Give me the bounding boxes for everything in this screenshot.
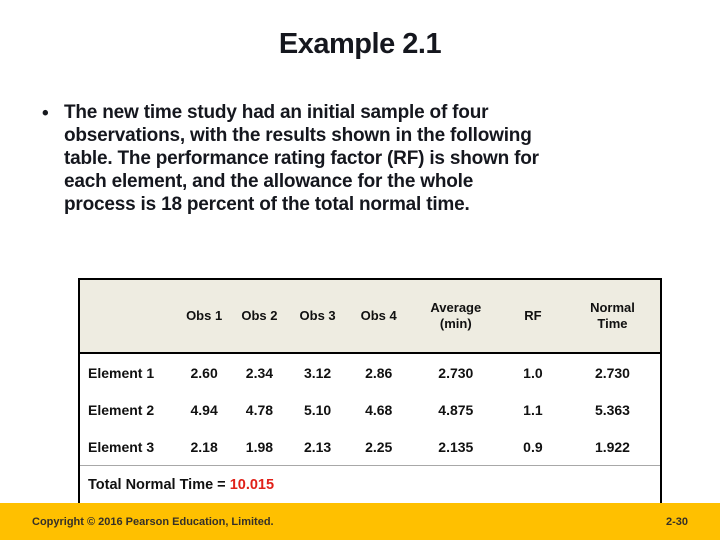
value-cell: 2.86 <box>365 364 393 381</box>
value-cell: 1.98 <box>245 438 274 455</box>
value-cell: 2.34 <box>245 364 274 381</box>
value-cell: 3.12 <box>303 364 332 381</box>
bullet-marker: • <box>42 103 49 124</box>
footer-bar: Copyright © 2016 Pearson Education, Limi… <box>0 503 720 540</box>
value-cell: 4.94 <box>190 401 218 418</box>
value-cell: 2.13 <box>303 438 332 455</box>
value-cell: 2.18 <box>190 438 218 455</box>
table-row-element-3: Element 3 2.18 1.98 2.13 2.25 2.135 0.9 … <box>79 428 661 466</box>
value-cell: 5.10 <box>303 401 332 418</box>
row-label: Element 2 <box>88 401 155 418</box>
paragraph-line: observations, with the results shown in … <box>64 125 532 146</box>
value-cell: 2.60 <box>190 364 218 381</box>
results-table: Obs 1 Obs 2 Obs 3 Obs 4 Average (min) RF… <box>78 278 662 506</box>
value-cell: 4.68 <box>365 401 393 418</box>
value-cell: 4.78 <box>245 401 274 418</box>
value-cell: 2.730 <box>594 364 630 381</box>
value-cell: 1.922 <box>594 438 630 455</box>
total-label: Total Normal Time = <box>88 477 230 493</box>
value-cell: 2.25 <box>365 438 393 455</box>
header-cell-obs1: Obs 1 <box>177 279 231 354</box>
value-cell: 5.363 <box>594 401 630 418</box>
table-total-row: Total Normal Time = 10.015 <box>79 465 661 505</box>
table-header-row: Obs 1 Obs 2 Obs 3 Obs 4 Average (min) RF… <box>79 279 661 354</box>
value-cell: 0.9 <box>523 438 543 455</box>
slide-title: Example 2.1 <box>278 28 442 60</box>
paragraph-line: The new time study had an initial sample… <box>64 102 489 123</box>
copyright-text: Copyright © 2016 Pearson Education, Limi… <box>32 515 274 528</box>
value-cell: 2.730 <box>438 364 474 381</box>
value-cell: 4.875 <box>438 401 474 418</box>
row-label: Element 1 <box>88 364 155 381</box>
header-cell-blank <box>79 279 178 354</box>
header-cell-rf: RF <box>500 279 565 354</box>
header-cell-normal-time: Normal Time <box>564 279 661 354</box>
page-number: 2-30 <box>665 515 688 528</box>
header-cell-average: Average (min) <box>410 279 501 354</box>
paragraph-line: table. The performance rating factor (RF… <box>64 148 539 169</box>
header-cell-obs3: Obs 3 <box>288 279 347 354</box>
total-cell: Total Normal Time = 10.015 <box>79 465 661 505</box>
value-cell: 2.135 <box>438 438 474 455</box>
header-cell-obs2: Obs 2 <box>230 279 289 354</box>
table-row-element-2: Element 2 4.94 4.78 5.10 4.68 4.875 1.1 … <box>79 391 661 428</box>
row-label: Element 3 <box>88 438 155 455</box>
total-value: 10.015 <box>229 477 275 493</box>
value-cell: 1.0 <box>523 364 543 381</box>
value-cell: 1.1 <box>523 401 543 418</box>
paragraph-line: process is 18 percent of the total norma… <box>64 194 470 215</box>
header-cell-obs4: Obs 4 <box>346 279 411 354</box>
paragraph-line: each element, and the allowance for the … <box>64 171 474 192</box>
bullet-paragraph: The new time study had an initial sample… <box>64 101 704 216</box>
table-row-element-1: Element 1 2.60 2.34 3.12 2.86 2.730 1.0 … <box>79 353 661 391</box>
